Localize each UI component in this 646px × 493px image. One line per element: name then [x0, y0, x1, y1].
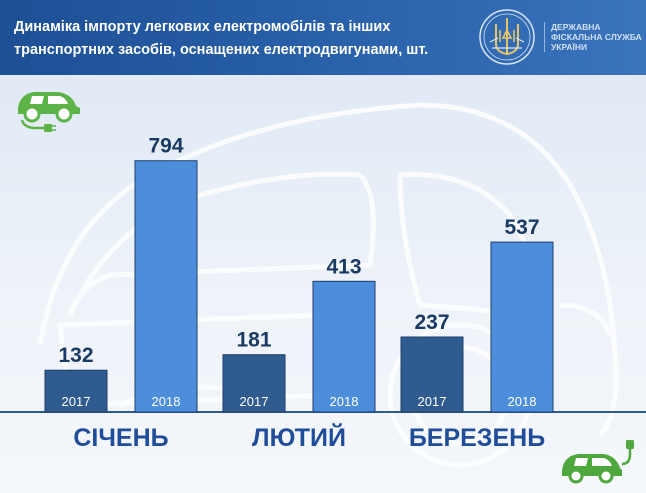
bar-2017-0: [44, 369, 108, 413]
bar-chart: 132 2017 794 2018 СІЧЕНЬ 181 2017 413 2018 ЛЮТИЙ 2…: [0, 135, 646, 452]
value-label: 413: [326, 255, 361, 278]
agency-line-1: ДЕРЖАВНА: [551, 22, 601, 32]
category-label: БЕРЕЗЕНЬ: [409, 424, 545, 452]
bar-2018-2: [490, 241, 554, 413]
chart-title: Динаміка імпорту легкових електромобілів…: [14, 19, 429, 58]
agency-line-3: УКРАЇНИ: [551, 42, 588, 52]
series-label: 2018: [152, 394, 181, 409]
bar-2017-2: [400, 336, 464, 413]
bar-2018-0: [134, 160, 198, 413]
value-label: 794: [148, 135, 183, 158]
agency-name: ДЕРЖАВНА ФІСКАЛЬНА СЛУЖБА УКРАЇНИ: [544, 22, 646, 52]
series-label: 2017: [62, 394, 91, 409]
category-label: ЛЮТИЙ: [252, 422, 346, 452]
value-label: 537: [504, 216, 539, 239]
header-banner: Динаміка імпорту легкових електромобілів…: [0, 0, 646, 75]
agency-line-2: ФІСКАЛЬНА СЛУЖБА: [551, 32, 642, 42]
value-label: 132: [58, 344, 93, 367]
value-label: 237: [414, 311, 449, 334]
electric-car-plug-icon: [18, 92, 80, 132]
series-label: 2017: [240, 394, 269, 409]
category-label: СІЧЕНЬ: [73, 424, 168, 452]
state-emblem-icon: [479, 9, 535, 65]
bar-2018-1: [312, 280, 376, 413]
series-label: 2018: [508, 394, 537, 409]
electric-car-plug-icon: [562, 440, 634, 484]
series-label: 2018: [330, 394, 359, 409]
bar-2017-1: [222, 354, 286, 413]
value-label: 181: [236, 329, 271, 352]
series-label: 2017: [418, 394, 447, 409]
